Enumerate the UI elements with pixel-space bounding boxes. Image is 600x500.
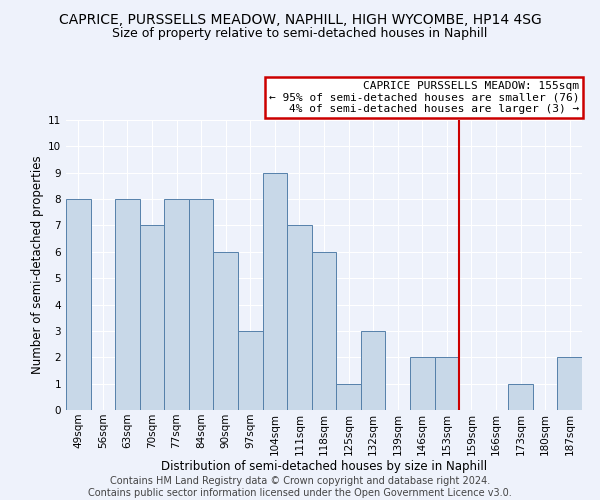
Bar bbox=[434, 358, 459, 410]
Bar bbox=[336, 384, 361, 410]
Bar bbox=[66, 199, 91, 410]
Text: Size of property relative to semi-detached houses in Naphill: Size of property relative to semi-detach… bbox=[112, 28, 488, 40]
Bar bbox=[410, 358, 434, 410]
Bar bbox=[508, 384, 533, 410]
Bar bbox=[557, 358, 582, 410]
Bar bbox=[361, 331, 385, 410]
Bar bbox=[115, 199, 140, 410]
Bar bbox=[140, 226, 164, 410]
Bar bbox=[189, 199, 214, 410]
Bar bbox=[164, 199, 189, 410]
Bar bbox=[287, 226, 312, 410]
Y-axis label: Number of semi-detached properties: Number of semi-detached properties bbox=[31, 156, 44, 374]
Text: CAPRICE, PURSSELLS MEADOW, NAPHILL, HIGH WYCOMBE, HP14 4SG: CAPRICE, PURSSELLS MEADOW, NAPHILL, HIGH… bbox=[59, 12, 541, 26]
Bar bbox=[214, 252, 238, 410]
X-axis label: Distribution of semi-detached houses by size in Naphill: Distribution of semi-detached houses by … bbox=[161, 460, 487, 473]
Bar bbox=[312, 252, 336, 410]
Text: Contains HM Land Registry data © Crown copyright and database right 2024.
Contai: Contains HM Land Registry data © Crown c… bbox=[88, 476, 512, 498]
Bar bbox=[238, 331, 263, 410]
Text: CAPRICE PURSSELLS MEADOW: 155sqm
← 95% of semi-detached houses are smaller (76)
: CAPRICE PURSSELLS MEADOW: 155sqm ← 95% o… bbox=[269, 81, 580, 114]
Bar bbox=[263, 172, 287, 410]
